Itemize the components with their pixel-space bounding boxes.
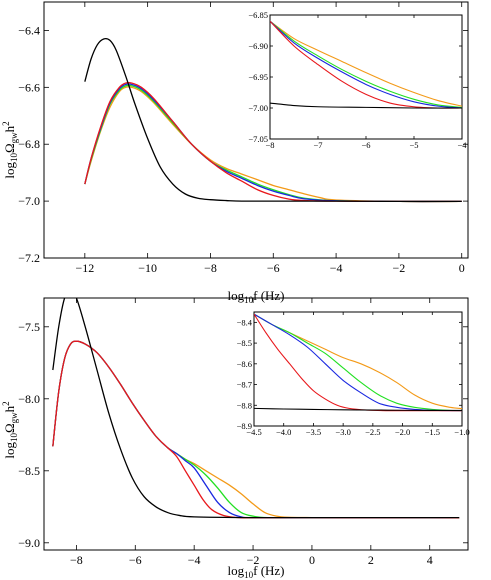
top-series-red: [84, 81, 462, 203]
top-ytick-label: −6.6: [18, 80, 40, 94]
bottom-inset-xtick-label: −2.5: [365, 427, 380, 437]
bottom-ylabel: log10Ωgwh2: [1, 401, 19, 458]
top-series-black: [84, 37, 462, 203]
bottom-inset-xtick-label: −3.0: [335, 427, 350, 437]
bottom-ytick-label: −8.0: [18, 392, 40, 406]
top-panel: −12 −10 −8 −6 −4 −2 0 −7.2 −7.0 −6.8 −6.6 −6.4 log1…: [1, 1, 469, 305]
top-inset-ytick-label: −7.00: [248, 103, 268, 113]
top-ylabel: log10Ωgwh2: [1, 121, 19, 178]
bottom-inset-xtick-label: −4.5: [246, 427, 261, 437]
top-inset-ytick-label: −6.95: [248, 72, 268, 82]
top-inset-xtick-label: −4: [457, 140, 467, 150]
bottom-xtick-label: −2: [247, 553, 260, 567]
bottom-xtick-label: −6: [129, 553, 142, 567]
top-inset-xtick-label: −7: [313, 140, 322, 150]
bottom-inset-marks: −4.5 −4.0 −3.5 −3.0 −2.5 −2.0 −1.5 −1.0 −8.9 −8.8…: [237, 312, 470, 437]
bottom-inset-series-green: [254, 313, 462, 412]
top-xtick-label: −2: [393, 261, 406, 275]
top-ytick-label: −7.0: [18, 194, 40, 208]
bottom-inset-series-blue: [254, 313, 462, 412]
bottom-ytick-label: −7.5: [18, 320, 40, 334]
top-inset-ytick-label: −6.90: [248, 41, 268, 51]
bottom-inset-ytick-label: −8.8: [237, 400, 252, 410]
bottom-plot-marks: −8 −6 −4 −2 0 2 4 −9.0 −8.5 −8.0 −7.5: [18, 298, 468, 567]
bottom-inset-ytick-label: −8.4: [237, 317, 253, 327]
bottom-series-black: [52, 298, 460, 519]
bottom-ytick-label: −9.0: [18, 536, 40, 550]
top-plot-marks: −12 −10 −8 −6 −4 −2 0 −7.2 −7.0 −6.8 −6.6 −6.4: [18, 2, 468, 275]
bottom-panel: −8 −6 −4 −2 0 2 4−9.0−8.5−8.0−7.5 log10f (Hz) …: [1, 297, 469, 580]
top-inset-series-green: [270, 20, 462, 108]
top-inset-xtick-label: −5: [409, 140, 418, 150]
bottom-xtick-label: −8: [70, 553, 83, 567]
bottom-inset-frame: [253, 311, 463, 427]
top-xtick-label: −12: [75, 261, 94, 275]
top-inset-series-blue: [270, 20, 462, 109]
bottom-plot-frame: [43, 297, 469, 551]
top-plot-frame: [43, 1, 469, 259]
top-xtick-label: −8: [204, 261, 217, 275]
top-inset-xtick-label: −6: [361, 140, 370, 150]
bottom-inset-ytick-label: −8.6: [237, 359, 252, 369]
bottom-inset-xtick-label: −1.5: [425, 427, 440, 437]
bottom-xtick-label: 0: [309, 553, 315, 567]
bottom-inset-ytick-label: −8.9: [237, 421, 252, 431]
bottom-inset-ytick-label: −8.5: [237, 338, 252, 348]
top-inset: −8 −7 −6 −5 −4 −7.05 −7.00 −6.95 −6.90 −6.85: [248, 10, 467, 150]
top-xtick-label: −4: [330, 261, 343, 275]
bottom-xtick-label: 4: [427, 553, 433, 567]
bottom-inset-xtick-label: −2.0: [395, 427, 410, 437]
bottom-inset-xtick-label: −1.0: [454, 427, 469, 437]
bottom-inset: −4.5 −4.0 −3.5 −3.0 −2.5 −2.0 −1.5 −1.0 −8.9 −8.8…: [237, 311, 470, 437]
top-inset-xtick-label: −8: [265, 140, 274, 150]
top-xtick-label: 0: [459, 261, 465, 275]
top-xtick-label: −10: [138, 261, 157, 275]
bottom-ytick-label: −8.5: [18, 464, 40, 478]
bottom-xtick-label: −4: [188, 553, 201, 567]
bottom-inset-ytick-label: −8.7: [237, 380, 252, 390]
bottom-inset-xtick-label: −3.5: [306, 427, 321, 437]
bottom-inset-series-black: [254, 407, 462, 412]
top-ytick-label: −7.2: [18, 251, 40, 265]
top-xlabel: log10f (Hz): [227, 288, 284, 305]
bottom-xlabel: log10f (Hz): [227, 563, 284, 580]
top-inset-series-orange: [270, 20, 462, 107]
top-ytick-label: −6.4: [18, 23, 40, 37]
top-inset-frame: [269, 14, 463, 140]
top-inset-ytick-label: −7.05: [248, 134, 268, 144]
top-ytick-label: −6.8: [18, 137, 40, 151]
bottom-xtick-label: 2: [368, 553, 374, 567]
top-xtick-label: −6: [267, 261, 280, 275]
bottom-inset-xtick-label: −4.0: [276, 427, 291, 437]
top-inset-marks: −8 −7 −6 −5 −4 −7.05 −7.00 −6.95 −6.90 −6.85: [248, 10, 467, 150]
top-inset-series-black: [270, 102, 462, 109]
top-inset-ytick-label: −6.85: [248, 10, 268, 20]
